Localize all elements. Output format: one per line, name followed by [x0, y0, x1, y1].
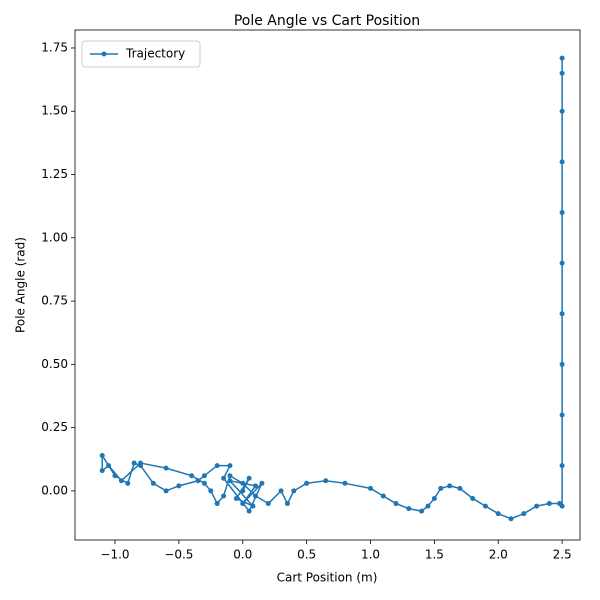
trajectory-point: [284, 501, 290, 507]
trajectory-point: [221, 475, 227, 481]
trajectory-point: [163, 488, 169, 494]
trajectory-point: [131, 460, 137, 466]
trajectory-point: [419, 508, 425, 514]
trajectory-point: [150, 480, 156, 486]
y-tick-label: 0.25: [41, 420, 68, 434]
trajectory-point: [447, 483, 453, 489]
y-axis-label: Pole Angle (rad): [14, 237, 28, 333]
trajectory-point: [221, 493, 227, 499]
trajectory-point: [425, 503, 431, 509]
x-tick-label: 0.5: [297, 548, 316, 562]
trajectory-point: [253, 493, 259, 499]
x-tick-label: 2.5: [553, 548, 572, 562]
trajectory-point: [304, 480, 310, 486]
x-tick-label: −0.5: [164, 548, 193, 562]
y-tick-label: 1.50: [41, 104, 68, 118]
trajectory-point: [253, 483, 259, 489]
trajectory-point: [291, 488, 297, 494]
trajectory-point: [189, 473, 195, 479]
trajectory-point: [559, 108, 565, 114]
trajectory-point: [112, 473, 118, 479]
trajectory-point: [227, 478, 233, 484]
trajectory-point: [323, 478, 329, 484]
trajectory-point: [431, 495, 437, 501]
y-tick-label: 0.00: [41, 483, 68, 497]
trajectory-point: [246, 508, 252, 514]
trajectory-point: [208, 488, 214, 494]
trajectory-point: [240, 480, 246, 486]
trajectory-point: [380, 493, 386, 499]
trajectory-point: [559, 412, 565, 418]
trajectory-point: [240, 488, 246, 494]
trajectory-point: [559, 503, 565, 509]
trajectory-point: [559, 311, 565, 317]
trajectory-point: [240, 501, 246, 507]
trajectory-point: [508, 516, 514, 522]
trajectory-point: [406, 506, 412, 512]
plot-frame: [74, 29, 581, 541]
y-tick-label: 1.75: [41, 40, 68, 54]
legend-box: [81, 40, 201, 68]
trajectory-point: [227, 463, 233, 469]
trajectory-point: [342, 480, 348, 486]
trajectory-point: [99, 468, 105, 474]
trajectory-point: [559, 361, 565, 367]
trajectory-point: [259, 480, 265, 486]
x-tick-label: 0.0: [233, 548, 252, 562]
trajectory-point: [559, 55, 565, 61]
trajectory-point: [163, 465, 169, 471]
x-axis-label: Cart Position (m): [277, 571, 378, 585]
x-tick-label: 1.0: [361, 548, 380, 562]
trajectory-point: [125, 480, 131, 486]
trajectory-point: [457, 485, 463, 491]
chart-title: Pole Angle vs Cart Position: [234, 13, 420, 29]
trajectory-point: [118, 478, 124, 484]
trajectory-point: [367, 485, 373, 491]
trajectory-point: [559, 260, 565, 266]
x-tick-label: 1.5: [425, 548, 444, 562]
trajectory-point: [438, 485, 444, 491]
trajectory-point: [559, 209, 565, 215]
trajectory-point: [99, 452, 105, 458]
trajectory-line: [101, 58, 563, 520]
x-tick-label: −1.0: [100, 548, 129, 562]
trajectory-point: [559, 159, 565, 165]
trajectory-point: [495, 511, 501, 517]
trajectory-point: [233, 495, 239, 501]
trajectory-point: [195, 478, 201, 484]
trajectory-point: [227, 473, 233, 479]
trajectory-point: [176, 483, 182, 489]
trajectory-point: [214, 501, 220, 507]
trajectory-point: [201, 473, 207, 479]
trajectory-point: [521, 511, 527, 517]
trajectory-point: [559, 463, 565, 469]
x-tick-label: 2.0: [489, 548, 508, 562]
trajectory-point: [106, 463, 112, 469]
trajectory-point: [138, 460, 144, 466]
trajectory-point: [393, 501, 399, 507]
trajectory-point: [214, 463, 220, 469]
y-tick-label: 0.50: [41, 357, 68, 371]
trajectory-point: [559, 70, 565, 76]
trajectory-point: [265, 501, 271, 507]
y-tick-label: 1.25: [41, 167, 68, 181]
trajectory-point: [546, 501, 552, 507]
trajectory-point: [534, 503, 540, 509]
trajectory-point: [201, 480, 207, 486]
trajectory-point: [470, 495, 476, 501]
trajectory-point: [482, 503, 488, 509]
legend-marker: [101, 51, 107, 57]
trajectory-point: [250, 503, 256, 509]
trajectory-point: [278, 488, 284, 494]
legend-label: Trajectory: [125, 47, 185, 61]
legend: Trajectory: [81, 40, 201, 68]
trajectory-point: [246, 475, 252, 481]
y-tick-label: 1.00: [41, 230, 68, 244]
y-tick-label: 0.75: [41, 294, 68, 308]
